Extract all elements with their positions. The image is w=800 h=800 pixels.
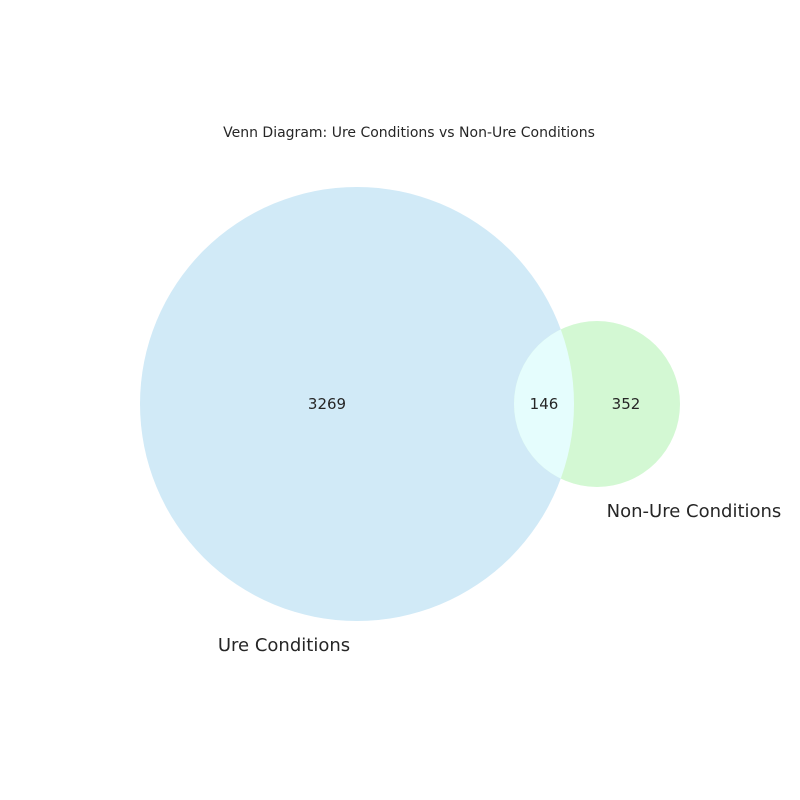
ure-conditions-label: Ure Conditions <box>218 635 350 656</box>
non-ure-only-count: 352 <box>612 395 641 413</box>
chart-title: Venn Diagram: Ure Conditions vs Non-Ure … <box>223 125 595 141</box>
intersection-count: 146 <box>530 395 559 413</box>
ure-only-count: 3269 <box>308 395 346 413</box>
intersection-region <box>514 321 574 487</box>
ure-conditions-circle <box>140 187 574 621</box>
non-ure-conditions-label: Non-Ure Conditions <box>607 501 782 522</box>
